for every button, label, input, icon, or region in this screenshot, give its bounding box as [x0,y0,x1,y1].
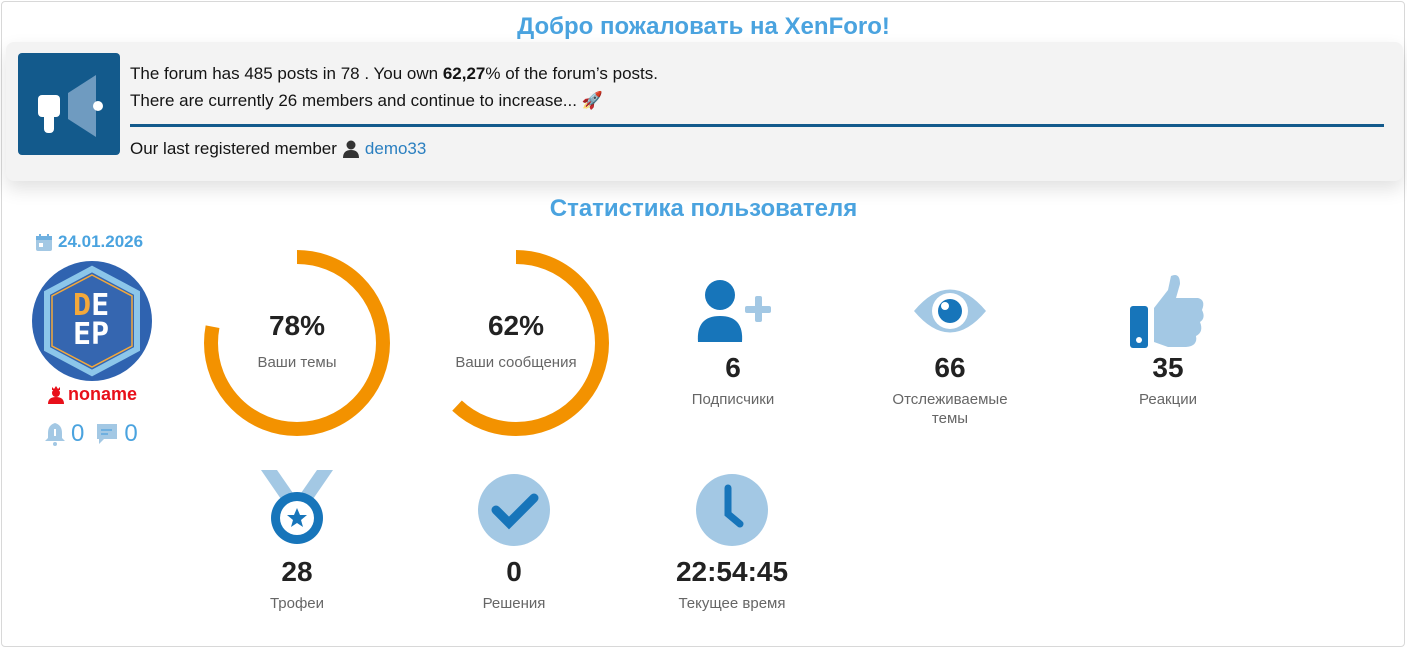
last-member: Our last registered member demo33 [130,139,427,158]
medal-icon [261,470,333,544]
conversations-count[interactable]: 0 [124,420,138,447]
progress-ring [423,250,609,436]
rocket-icon: 🚀 [581,91,603,110]
clock-icon [696,474,768,546]
megaphone-icon [18,53,120,155]
thumbs-up-icon [1130,275,1204,348]
stat-solutions: 0 Решения [434,470,594,613]
last-member-link[interactable]: demo33 [364,139,427,158]
eye-icon [914,289,986,333]
members-text: There are currently 26 members and conti… [130,91,603,110]
welcome-title: Добро пожаловать на XenForo! [517,13,890,40]
stat-reactions: 35 Реакции [1088,272,1248,409]
stat-trophies: 28 Трофеи [217,470,377,613]
ring-topics: 78% Ваши темы [202,248,392,438]
stats-title: Статистика пользователя [549,195,858,222]
date: 24.01.2026 [36,232,143,252]
check-circle-icon [478,474,550,546]
stat-current-time: 22:54:45 Текущее время [652,470,812,613]
forum-notice: The forum has 485 posts in 78 . You own … [6,42,1403,181]
alerts-count[interactable]: 0 [71,420,85,447]
user-plus-icon [697,280,771,342]
user-crown-icon [48,385,64,404]
bell-icon[interactable] [44,422,66,446]
stat-followers: 6 Подписчики [653,278,813,409]
user-counters: 0 0 [44,420,138,448]
progress-ring [204,250,390,436]
conversation-icon[interactable] [95,422,119,446]
ring-posts: 62% Ваши сообщения [421,248,611,438]
divider [130,124,1384,127]
user-icon [342,140,359,158]
ring-arc [423,250,609,436]
avatar-logo-text: DEEP [73,288,110,352]
ring-arc [204,250,390,436]
calendar-icon [36,233,52,251]
avatar[interactable]: DEEP [32,261,152,381]
username[interactable]: noname [48,384,137,405]
stat-watched-threads: 66 Отслеживаемые темы [870,278,1030,428]
forum-posts-text: The forum has 485 posts in 78 . You own … [130,64,658,83]
